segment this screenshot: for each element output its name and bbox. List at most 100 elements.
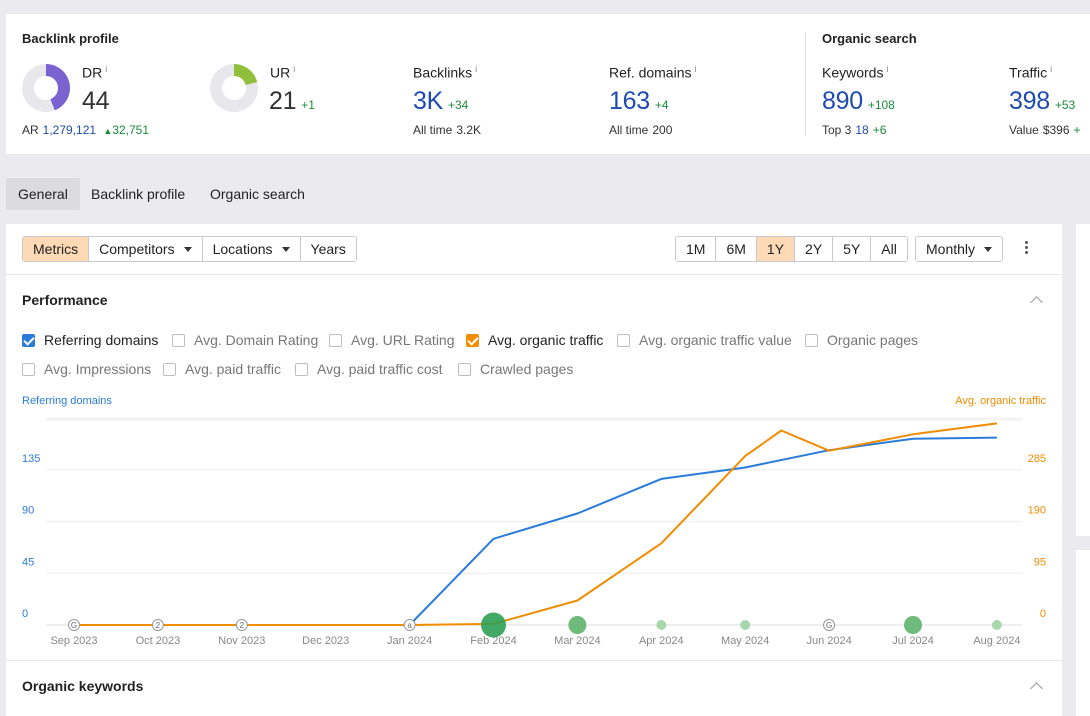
checkbox-avg-paid-traffic[interactable]: Avg. paid traffic	[163, 361, 281, 377]
range-1m-button[interactable]: 1M	[676, 237, 717, 261]
backlink-profile-title: Backlink profile	[22, 31, 119, 46]
divider	[6, 274, 1062, 275]
range-5y-button[interactable]: 5Y	[833, 237, 872, 261]
checkbox-crawled-pages[interactable]: Crawled pages	[458, 361, 573, 377]
caret-down-icon	[281, 246, 290, 252]
left-tick-label: 90	[22, 505, 34, 517]
series-line	[74, 422, 998, 626]
side-panel-edge	[1076, 224, 1090, 536]
x-tick-label: Feb 2024	[470, 635, 516, 647]
tab-general[interactable]: General	[6, 178, 80, 210]
dr-label[interactable]: DR i	[82, 64, 108, 81]
left-axis-title: Referring domains	[22, 395, 112, 407]
update-bubble	[740, 620, 751, 630]
update-bubble	[568, 616, 587, 634]
x-tick-label: Jul 2024	[892, 635, 934, 647]
caret-down-icon	[984, 246, 993, 252]
interval-toolbar: Monthly	[915, 236, 1004, 262]
ur-donut-chart	[210, 64, 258, 112]
competitors-dropdown[interactable]: Competitors	[89, 237, 203, 261]
annotation-marker-label: 2	[240, 621, 245, 630]
ur-label[interactable]: UR i	[270, 64, 296, 81]
backlinks-value[interactable]: 3K +34	[413, 87, 469, 115]
locations-dropdown[interactable]: Locations	[202, 237, 301, 261]
organic-keywords-title: Organic keywords	[22, 678, 144, 694]
ref-domains-all-time: All time 200	[609, 123, 673, 137]
divider	[6, 660, 1062, 661]
update-bubble	[481, 612, 506, 638]
right-axis-title: Avg. organic traffic	[955, 395, 1046, 407]
checkbox-avg-url-rating[interactable]: Avg. URL Rating	[329, 332, 455, 348]
organic-search-title: Organic search	[822, 31, 917, 46]
left-tick-label: 45	[22, 556, 34, 568]
collapse-chevron-icon[interactable]	[1030, 682, 1043, 695]
left-tick-label: 0	[22, 608, 28, 620]
checkbox-avg-paid-traffic-cost[interactable]: Avg. paid traffic cost	[295, 361, 443, 377]
update-bubble	[904, 616, 922, 634]
checkbox-organic-pages[interactable]: Organic pages	[805, 332, 918, 348]
keywords-value[interactable]: 890 +108	[822, 87, 895, 115]
series-line	[74, 436, 997, 626]
backlinks-delta: +34	[447, 98, 469, 112]
annotation-marker-label: G	[71, 621, 77, 630]
keywords-top3: Top 3 18 +6	[822, 123, 887, 137]
section-divider	[805, 32, 806, 136]
dr-value: 44	[82, 87, 110, 115]
annotation-marker-label: G	[826, 621, 832, 630]
annotation-marker	[68, 619, 80, 631]
annotation-marker-label: 2	[156, 621, 161, 630]
collapse-chevron-icon[interactable]	[1030, 296, 1043, 309]
checkbox-avg-organic-traffic-value[interactable]: Avg. organic traffic value	[617, 332, 792, 348]
side-panel-edge-lower	[1076, 550, 1090, 716]
right-tick-label: 95	[1034, 556, 1046, 568]
info-icon: i	[1050, 64, 1053, 74]
ar-value[interactable]: 1,279,121	[42, 123, 97, 137]
checkbox-avg-domain-rating[interactable]: Avg. Domain Rating	[172, 332, 318, 348]
annotation-marker	[151, 619, 164, 631]
x-tick-label: Apr 2024	[639, 635, 684, 647]
performance-panel: Metrics Competitors Locations Years 1M 6…	[6, 224, 1062, 716]
years-button[interactable]: Years	[300, 237, 356, 261]
backlinks-label[interactable]: Backlinks i	[413, 64, 478, 81]
stats-card: Backlink profile DR i 44 AR 1,279,121 ▲32,…	[6, 14, 1090, 154]
annotation-marker	[235, 619, 248, 631]
x-tick-label: Sep 2023	[50, 635, 97, 647]
left-tick-label: 135	[22, 453, 40, 465]
x-tick-label: Jan 2024	[387, 635, 432, 647]
range-6m-button[interactable]: 6M	[716, 237, 757, 261]
ur-delta: +1	[301, 98, 315, 112]
right-tick-label: 0	[1040, 608, 1046, 620]
tab-backlink-profile[interactable]: Backlink profile	[91, 186, 186, 202]
traffic-label[interactable]: Traffic i	[1009, 64, 1053, 81]
annotation-marker	[403, 619, 416, 631]
dr-donut-chart	[22, 64, 70, 112]
update-bubble	[656, 620, 667, 630]
view-toolbar: Metrics Competitors Locations Years	[22, 236, 357, 262]
annotation-marker-label: a	[407, 621, 412, 630]
traffic-value[interactable]: 398 +53	[1009, 87, 1076, 115]
keywords-label[interactable]: Keywords i	[822, 64, 889, 81]
x-tick-label: Nov 2023	[218, 635, 265, 647]
ref-domains-delta: +4	[654, 98, 669, 112]
backlinks-all-time: All time 3.2K	[413, 123, 482, 137]
ref-domains-value[interactable]: 163 +4	[609, 87, 669, 115]
right-tick-label: 190	[1028, 505, 1046, 517]
range-1y-button[interactable]: 1Y	[756, 237, 796, 261]
metrics-button[interactable]: Metrics	[23, 237, 90, 261]
checkbox-referring-domains[interactable]: Referring domains	[22, 332, 158, 348]
x-tick-label: Oct 2023	[136, 635, 181, 647]
range-2y-button[interactable]: 2Y	[795, 237, 834, 261]
range-all-button[interactable]: All	[871, 237, 907, 261]
more-options-icon[interactable]	[1025, 241, 1029, 257]
info-icon: i	[293, 64, 296, 74]
range-toolbar: 1M 6M 1Y 2Y 5Y All	[675, 236, 908, 262]
interval-dropdown[interactable]: Monthly	[916, 237, 1003, 261]
ref-domains-label[interactable]: Ref. domains i	[609, 64, 697, 81]
checkbox-avg-impressions[interactable]: Avg. Impressions	[22, 361, 151, 377]
tab-organic-search[interactable]: Organic search	[210, 186, 305, 202]
info-icon: i	[105, 64, 108, 74]
checkbox-avg-organic-traffic[interactable]: Avg. organic traffic	[466, 332, 603, 348]
info-icon: i	[886, 64, 889, 74]
info-icon: i	[475, 64, 478, 74]
